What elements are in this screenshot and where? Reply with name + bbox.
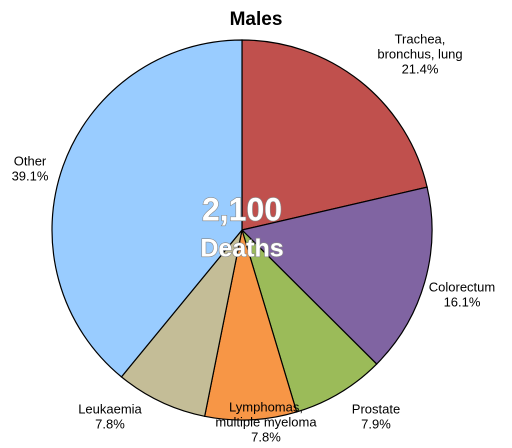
center-label: 2,100 bbox=[202, 191, 282, 227]
slice-value-label: 7.9% bbox=[361, 416, 391, 431]
slice-label: Prostate bbox=[352, 401, 400, 416]
slice-value-label: 16.1% bbox=[444, 294, 481, 309]
pie-slice bbox=[51, 39, 243, 378]
slice-value-label: 7.8% bbox=[251, 429, 281, 444]
chart-title: Males bbox=[230, 9, 283, 30]
slice-label: Colorectum bbox=[429, 279, 495, 294]
slice-label: Leukaemia bbox=[78, 401, 142, 416]
slice-label: Trachea, bbox=[395, 31, 446, 46]
slice-label: multiple myeloma bbox=[215, 414, 317, 429]
slice-label: Other bbox=[14, 153, 47, 168]
slice-value-label: 21.4% bbox=[402, 61, 439, 76]
center-label: Deaths bbox=[200, 235, 283, 263]
pie-slice bbox=[120, 229, 243, 418]
pie-slice bbox=[240, 186, 433, 365]
pie-slice bbox=[241, 39, 428, 231]
slice-value-label: 7.8% bbox=[95, 416, 125, 431]
slice-label: bronchus, lung bbox=[377, 46, 462, 61]
slice-label: Lymphomas, bbox=[229, 399, 303, 414]
slice-value-label: 39.1% bbox=[12, 168, 49, 183]
pie-slice bbox=[203, 229, 298, 421]
pie-slice bbox=[241, 229, 378, 413]
